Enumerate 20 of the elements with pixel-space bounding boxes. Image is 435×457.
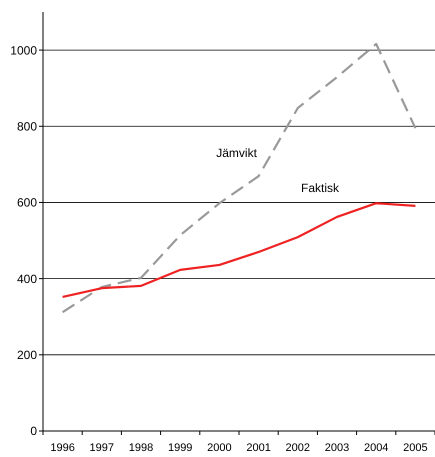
y-tick-label: 400 xyxy=(16,272,38,286)
y-tick-label: 600 xyxy=(16,196,38,210)
line-series xyxy=(62,42,416,314)
x-tick-label: 2004 xyxy=(364,442,388,454)
x-tick-label: 1999 xyxy=(168,442,192,454)
x-tick-label: 1996 xyxy=(50,442,75,454)
x-tick-label: 2000 xyxy=(207,442,232,454)
y-tick-label: 1000 xyxy=(10,43,38,58)
x-tick-label: 2003 xyxy=(324,442,350,454)
x-tick-label: 2001 xyxy=(246,442,271,454)
x-tick-label: 2002 xyxy=(286,442,310,454)
y-tick-label: 800 xyxy=(16,119,38,134)
x-tick-label: 1998 xyxy=(128,442,154,454)
x-tick-label: 2005 xyxy=(403,442,428,454)
series-label: Jämvikt xyxy=(216,146,258,160)
series-label: Faktisk xyxy=(300,180,340,195)
line-series xyxy=(62,202,416,298)
y-tick-label: 0 xyxy=(30,424,38,438)
x-tick-label: 1997 xyxy=(90,442,114,454)
y-tick-label: 200 xyxy=(16,348,38,362)
